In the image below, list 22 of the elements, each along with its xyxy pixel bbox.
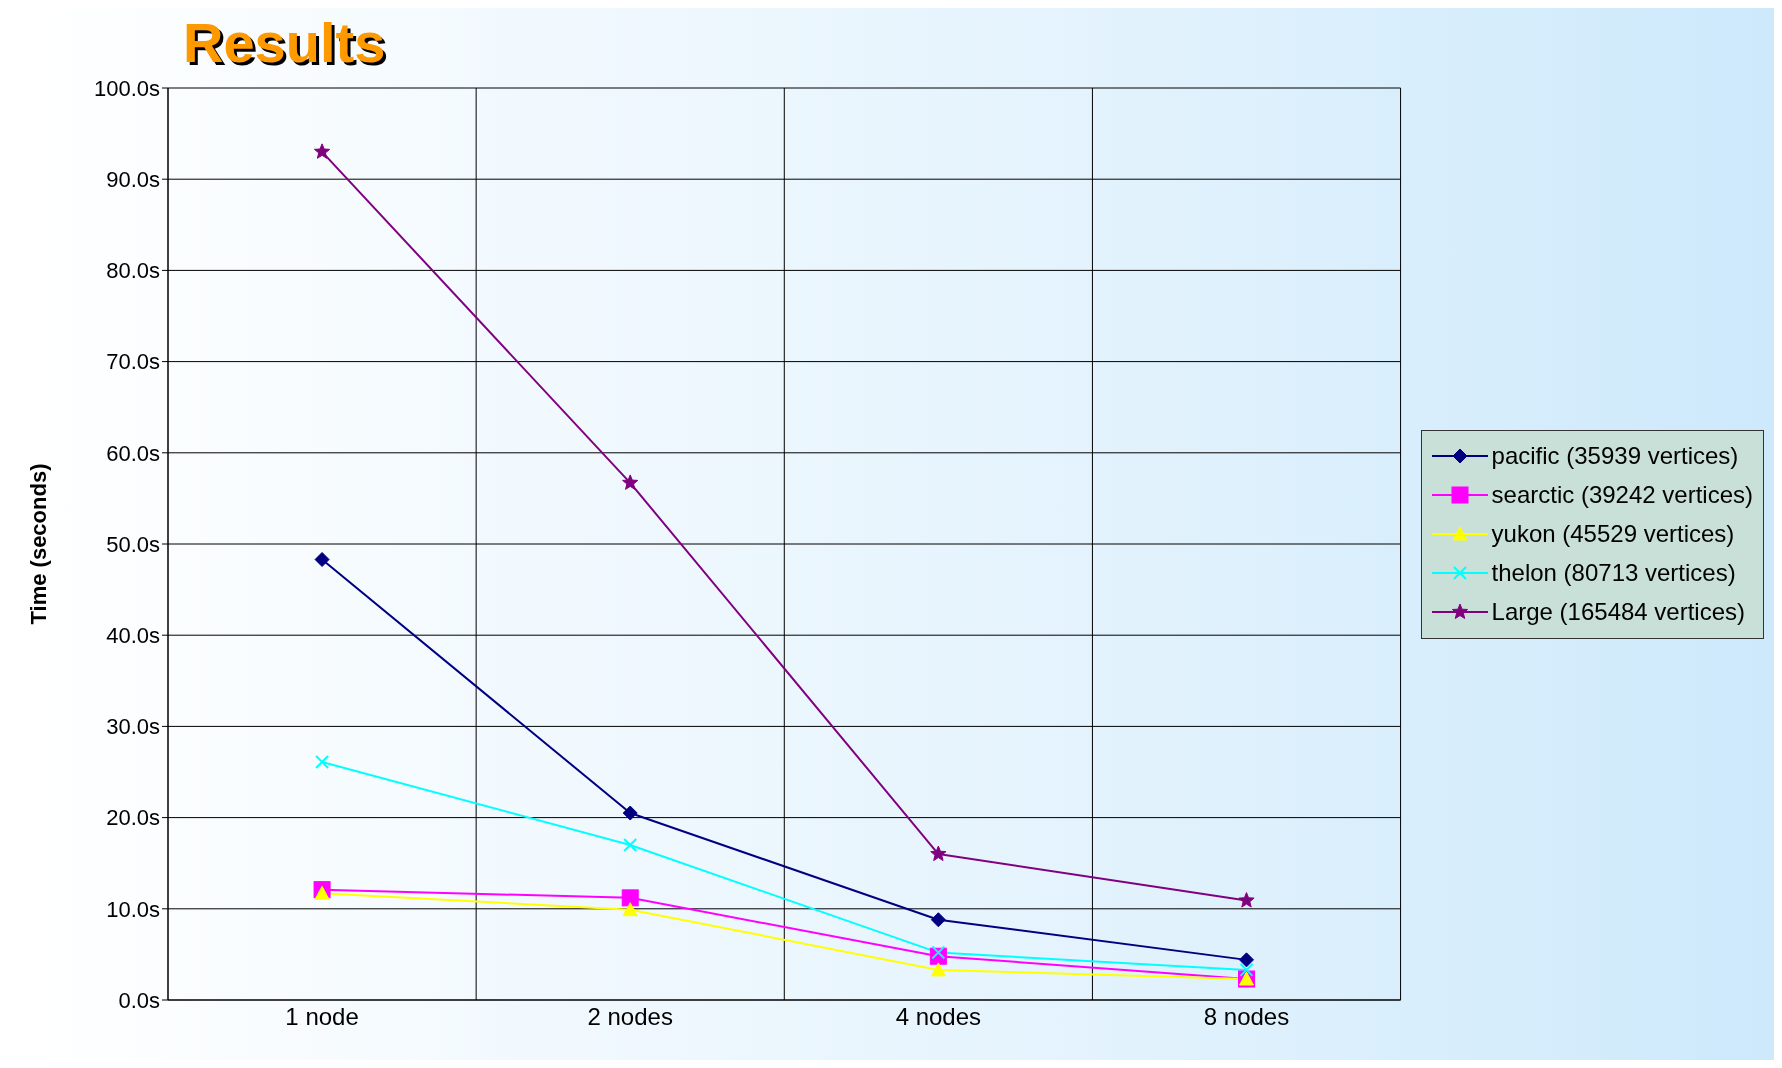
y-tick-label: 30.0s (106, 714, 160, 740)
y-tick-label: 80.0s (106, 258, 160, 284)
y-tick-label: 10.0s (106, 896, 160, 922)
x-tick-label: 1 node (285, 1003, 359, 1031)
y-tick-label: 90.0s (106, 167, 160, 193)
legend-label: yukon (45529 vertices) (1491, 520, 1735, 548)
y-tick-label: 60.0s (106, 440, 160, 466)
x-tick-label: 2 nodes (587, 1003, 673, 1031)
legend-label: searctic (39242 vertices) (1491, 481, 1753, 509)
chart-title: Results (183, 11, 386, 74)
y-tick-label: 70.0s (106, 349, 160, 375)
x-tick-label: 4 nodes (895, 1003, 982, 1031)
x-tick-label: 8 nodes (1203, 1003, 1290, 1031)
y-tick-label: 50.0s (106, 531, 160, 557)
legend-label: Large (165484 vertices) (1491, 598, 1746, 626)
y-tick-label: 100.0s (93, 75, 160, 101)
y-tick-label: 20.0s (106, 805, 160, 831)
y-tick-label: 40.0s (106, 623, 160, 649)
y-axis-title: Time (seconds) (25, 463, 51, 625)
legend-label: pacific (35939 vertices) (1491, 442, 1739, 470)
legend-label: thelon (80713 vertices) (1491, 559, 1736, 587)
y-tick-label: 0.0s (118, 987, 160, 1013)
